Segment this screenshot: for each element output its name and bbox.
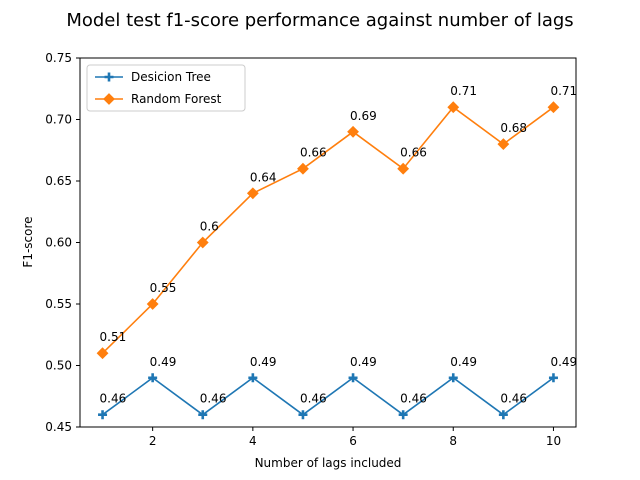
data-label: 0.64: [250, 170, 277, 184]
x-tick-label: 6: [349, 434, 357, 448]
data-point: [196, 236, 209, 249]
data-point: [447, 101, 460, 114]
data-label: 0.66: [400, 146, 427, 160]
data-label: 0.46: [500, 392, 527, 406]
data-point: [448, 373, 458, 383]
x-tick-label: 8: [449, 434, 457, 448]
y-tick-label: 0.75: [45, 51, 72, 65]
y-tick-label: 0.50: [45, 359, 72, 373]
x-axis-label: Number of lags included: [255, 456, 402, 470]
data-label: 0.71: [450, 84, 477, 98]
data-point: [148, 373, 158, 383]
y-tick-label: 0.55: [45, 297, 72, 311]
y-tick-label: 0.45: [45, 420, 72, 434]
data-point: [348, 373, 358, 383]
data-point: [498, 410, 508, 420]
data-point: [297, 162, 309, 175]
y-axis-label: F1-score: [21, 216, 35, 267]
data-point: [347, 125, 359, 138]
data-label: 0.6: [200, 220, 219, 234]
data-label: 0.46: [100, 392, 127, 406]
data-label: 0.49: [250, 355, 277, 369]
data-label: 0.49: [350, 355, 377, 369]
data-point: [246, 187, 259, 200]
data-label: 0.71: [550, 84, 577, 98]
data-point: [98, 410, 108, 420]
legend: Desicion Tree Random Forest: [86, 64, 246, 112]
data-label: 0.46: [300, 392, 327, 406]
series-line: [101, 106, 554, 354]
x-tick-label: 2: [149, 434, 157, 448]
legend-box: [86, 64, 246, 112]
plot-frame: [79, 57, 577, 428]
data-point: [298, 410, 308, 420]
data-label: 0.69: [350, 109, 377, 123]
legend-marker: [104, 72, 114, 82]
plot-area: 2 4 6 8 100.450.500.550.600.650.700.750.460.…: [45, 51, 577, 448]
data-label: 0.66: [300, 146, 327, 160]
legend-label: Desicion Tree: [131, 70, 211, 84]
legend-marker: [103, 93, 115, 105]
y-tick-label: 0.65: [45, 174, 72, 188]
data-point: [146, 298, 159, 310]
data-label: 0.49: [550, 355, 577, 369]
chart-title: Model test f1-score performance against …: [66, 10, 573, 31]
data-label: 0.68: [500, 121, 527, 135]
data-point: [398, 410, 408, 420]
data-point: [497, 138, 510, 151]
series-0: 0.46 0.49 0.46 0.49 0.46 0.49 0.46 0.49 0.46 0.49: [98, 355, 577, 420]
data-label: 0.46: [400, 392, 427, 406]
data-point: [397, 162, 410, 175]
x-tick-label: 10: [546, 434, 561, 448]
x-tick-label: 4: [249, 434, 257, 448]
data-label: 0.49: [150, 355, 177, 369]
y-tick-label: 0.60: [45, 236, 72, 250]
data-point: [96, 347, 109, 360]
data-label: 0.49: [450, 355, 477, 369]
data-point: [547, 101, 560, 114]
data-label: 0.55: [150, 281, 177, 295]
data-point: [548, 373, 558, 383]
series-line: [102, 376, 554, 416]
data-point: [248, 373, 258, 383]
legend-label: Random Forest: [131, 92, 222, 106]
data-label: 0.46: [200, 392, 227, 406]
series-1: 0.51 0.55 0.6 0.64 0.66 0.69 0.66 0.71 0.68 0.71: [96, 84, 577, 360]
data-point: [198, 410, 208, 420]
data-label: 0.51: [100, 330, 127, 344]
y-tick-label: 0.70: [45, 113, 72, 127]
